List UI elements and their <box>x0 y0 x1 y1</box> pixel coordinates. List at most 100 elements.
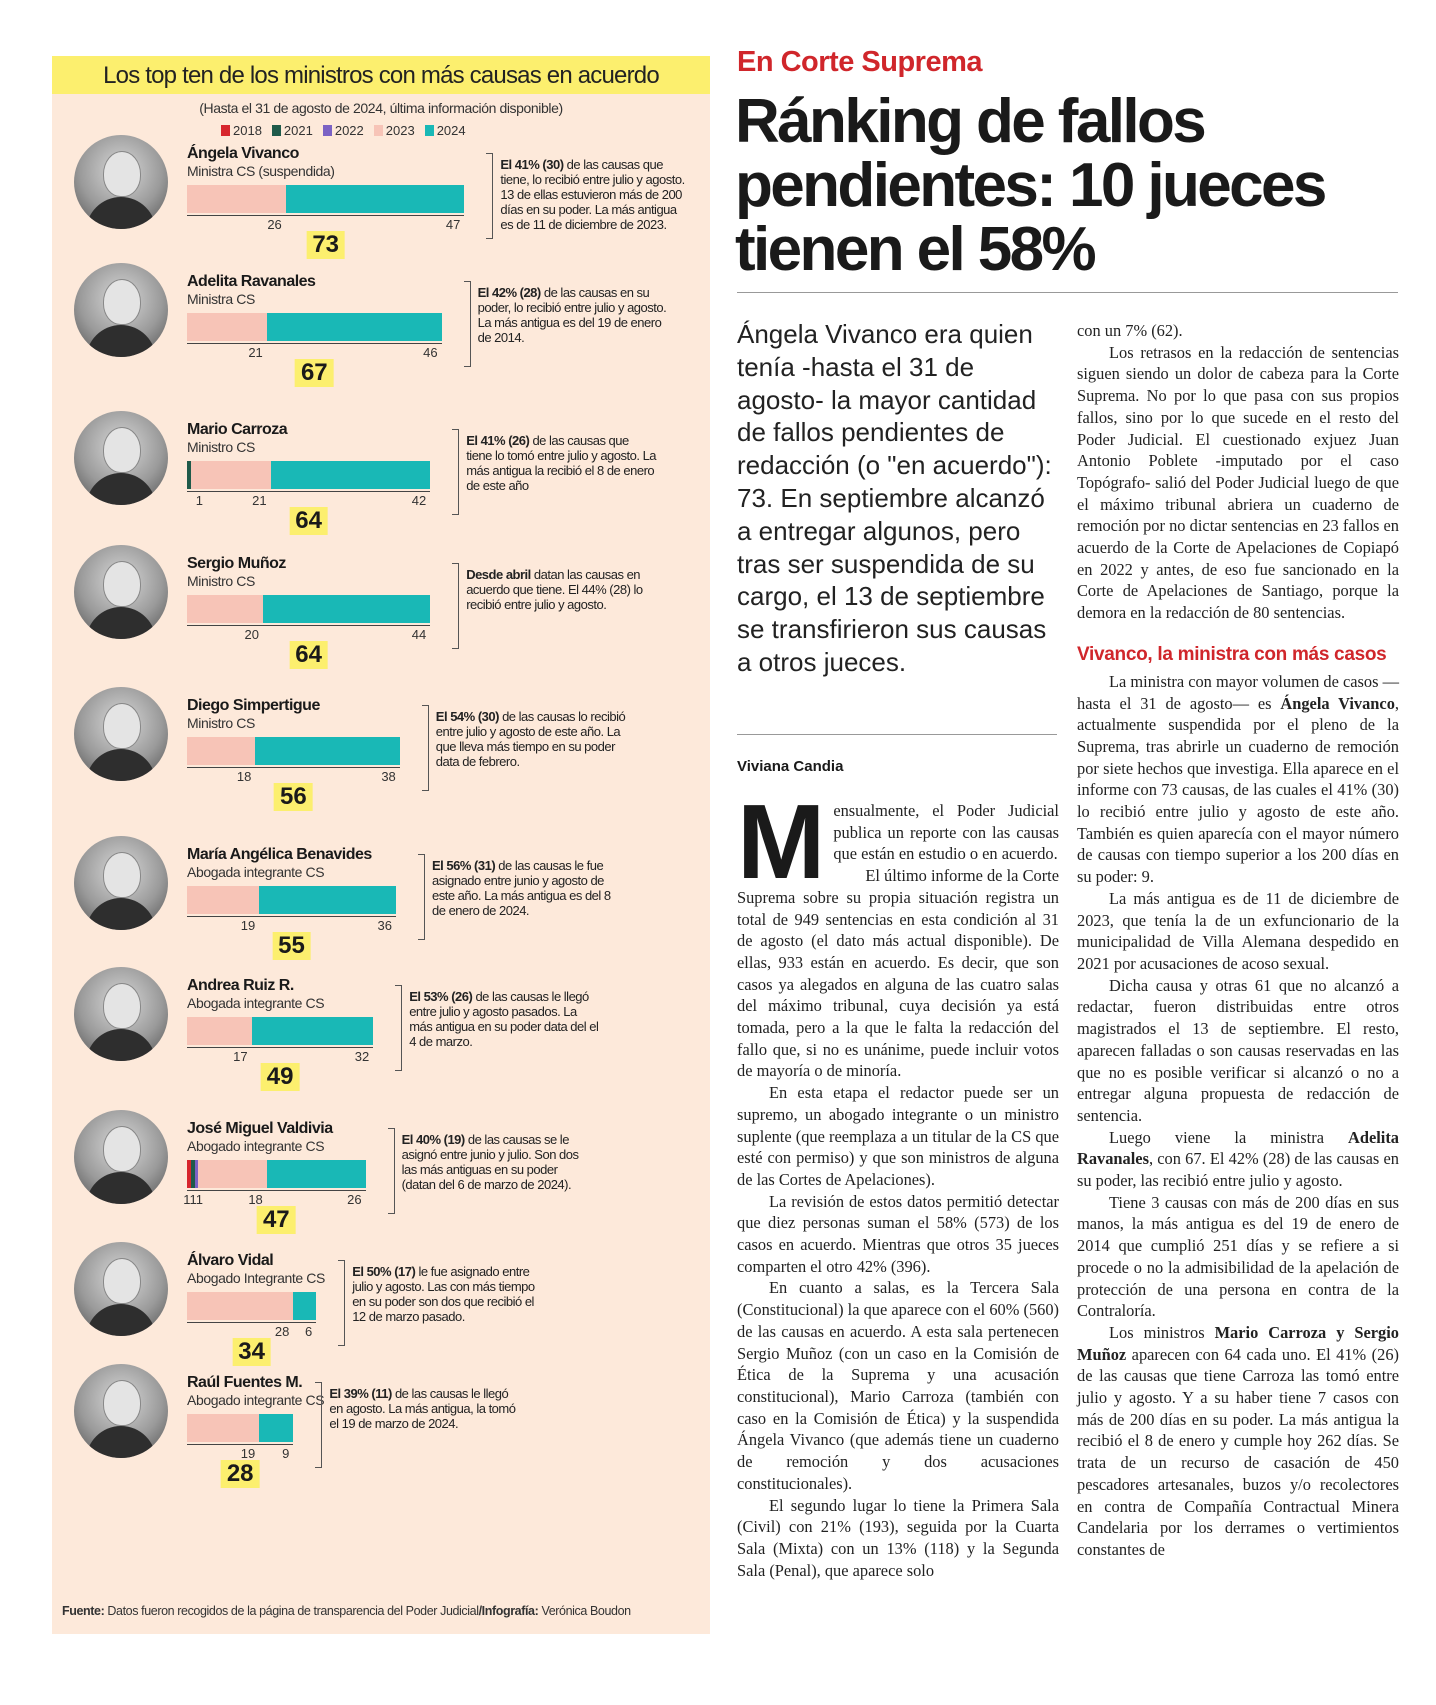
note-bracket <box>338 1260 346 1346</box>
annotation-text: de las causas en su poder, lo recibió en… <box>477 285 667 345</box>
row-total: 67 <box>294 359 334 387</box>
portrait-body-shape <box>86 1029 156 1061</box>
text-run: , actualmente suspendida por el pleno de… <box>1077 693 1399 887</box>
bar-tick-label: 44 <box>411 627 427 642</box>
portrait-head-shape <box>103 1380 141 1426</box>
bar-tick-label: 20 <box>244 627 259 642</box>
portrait-head-shape <box>103 852 141 898</box>
bar-tick-label: 36 <box>377 918 392 933</box>
portrait-head-shape <box>103 279 141 325</box>
bar-axis <box>187 491 431 492</box>
text-run: La ministra con mayor volumen de casos —… <box>1077 671 1399 713</box>
bar-axis <box>187 1047 374 1048</box>
lead-paragraph: Ángela Vivanco era quien tenía -hasta el… <box>737 319 1052 677</box>
legend-label: 2022 <box>334 123 364 138</box>
bar-axis <box>187 625 431 626</box>
stacked-bar <box>187 185 465 213</box>
bar-tick-label: 26 <box>267 217 282 232</box>
bar-segment-2024 <box>266 1160 366 1188</box>
row-annotation: Desde abril datan las causas en acuerdo … <box>466 567 656 612</box>
infographic-subtitle: (Hasta el 31 de agosto de 2024, última i… <box>199 100 563 116</box>
portrait-head-shape <box>103 703 141 749</box>
bar-segment-2018 <box>187 1160 191 1188</box>
person-role: Abogada integrante CS <box>187 995 325 1011</box>
stacked-bar <box>187 1160 366 1188</box>
bar-segment-2023 <box>187 886 260 914</box>
person-role: Abogado integrante CS <box>187 1392 325 1408</box>
bold-name: Ángela Vivanco <box>1280 693 1395 713</box>
column-2-paragraphs-a: Los retrasos en la redacción de sentenci… <box>1077 342 1399 624</box>
bar-segment-2023 <box>190 461 271 489</box>
stacked-bar <box>187 1017 374 1045</box>
portrait-photo <box>74 1364 168 1458</box>
portrait-head-shape <box>103 561 141 607</box>
annotation-highlight: El 54% (30) <box>435 709 500 724</box>
portrait-body-shape <box>86 749 156 781</box>
row-annotation: El 54% (30) de las causas lo recibió ent… <box>436 709 626 769</box>
person-role: Abogada integrante CS <box>187 864 325 880</box>
body-paragraph: En cuanto a salas, es la Tercera Sala (C… <box>737 1278 1059 1493</box>
bar-segment-2024 <box>263 595 431 623</box>
row-total: 47 <box>256 1206 296 1234</box>
chart-row: Andrea Ruiz R. Abogada integrante CS 17 32 4… <box>52 967 710 1097</box>
bar-segment-2024 <box>259 1414 294 1442</box>
portrait-body-shape <box>86 1426 156 1458</box>
bar-axis <box>187 343 442 344</box>
body-paragraph: En esta etapa el redactor puede ser un s… <box>737 1083 1059 1189</box>
annotation-highlight: El 41% (26) <box>466 433 530 448</box>
bar-segment-2023 <box>198 1160 267 1188</box>
stacked-bar <box>187 1292 317 1320</box>
drop-cap: M <box>737 783 826 901</box>
chart-row: José Miguel Valdivia Abogado integrante C… <box>52 1110 710 1240</box>
stacked-bar <box>187 1414 294 1442</box>
paragraph-ravanales: Luego viene la ministra Adelita Ravanale… <box>1077 1127 1399 1192</box>
source-note: Fuente: Datos fueron recogidos de la pág… <box>62 1604 631 1618</box>
row-annotation: El 39% (11) de las causas le llegó en ag… <box>329 1386 519 1431</box>
annotation-text: de las causas que tiene lo tomó entre ju… <box>466 433 657 493</box>
portrait-body-shape <box>86 898 156 930</box>
row-total: 28 <box>220 1460 260 1488</box>
body-paragraph: Dicha causa y otras 61 que no alcanzó a … <box>1077 975 1399 1125</box>
note-bracket <box>421 705 429 791</box>
row-total: 55 <box>272 932 311 960</box>
portrait-head-shape <box>103 1126 141 1172</box>
infographic-panel: Los top ten de los ministros con más cau… <box>52 56 710 1634</box>
bar-tick-label: 21 <box>248 345 263 360</box>
text-run: Los ministros <box>1109 1322 1215 1342</box>
bold-name: Adelita Ravanales <box>1077 1127 1399 1169</box>
chart-row: Mario Carroza Ministro CS 1 21 42 64 El 41% (2… <box>52 411 710 541</box>
chart-row: Álvaro Vidal Abogado Integrante CS 28 6 34 El… <box>52 1242 710 1372</box>
row-annotation: El 56% (31) de las causas le fue asignad… <box>432 858 622 918</box>
bar-tick-label: 46 <box>423 345 438 360</box>
headline-divider <box>737 292 1398 293</box>
body-paragraph: El segundo lugar lo tiene la Primera Sal… <box>737 1495 1059 1580</box>
stacked-bar <box>187 737 400 765</box>
bar-tick-label: 6 <box>304 1324 313 1339</box>
annotation-highlight: El 50% (17) <box>352 1264 416 1279</box>
portrait-photo <box>74 545 168 639</box>
paragraph-vivanco: La ministra con mayor volumen de casos —… <box>1077 671 1399 888</box>
bar-tick-label: 38 <box>381 769 396 784</box>
row-total: 64 <box>289 641 328 669</box>
bar-segment-2024 <box>285 185 465 213</box>
legend-label: 2018 <box>233 123 262 138</box>
row-annotation: El 50% (17) le fue asignado entre julio … <box>352 1264 542 1324</box>
bar-segment-2023 <box>187 1292 294 1320</box>
section-kicker: En Corte Suprema <box>737 46 983 78</box>
body-paragraph: El último informe de la Corte Suprema so… <box>737 866 1059 1081</box>
legend-label: 2024 <box>436 123 466 138</box>
stacked-bar <box>187 595 431 623</box>
person-role: Abogado Integrante CS <box>187 1270 325 1286</box>
bar-segment-2023 <box>187 313 267 341</box>
row-total: 64 <box>289 507 328 535</box>
body-paragraph: La revisión de estos datos permitió dete… <box>737 1191 1059 1276</box>
portrait-body-shape <box>86 325 156 357</box>
credit-text: Verónica Boudon <box>541 1604 631 1618</box>
chart-row: Adelita Ravanales Ministra CS 21 46 67 El 42%… <box>52 263 710 393</box>
annotation-highlight: El 53% (26) <box>409 989 473 1004</box>
portrait-photo <box>74 1242 168 1336</box>
bar-segment-2023 <box>187 595 263 623</box>
bar-tick-label: 21 <box>252 493 267 508</box>
